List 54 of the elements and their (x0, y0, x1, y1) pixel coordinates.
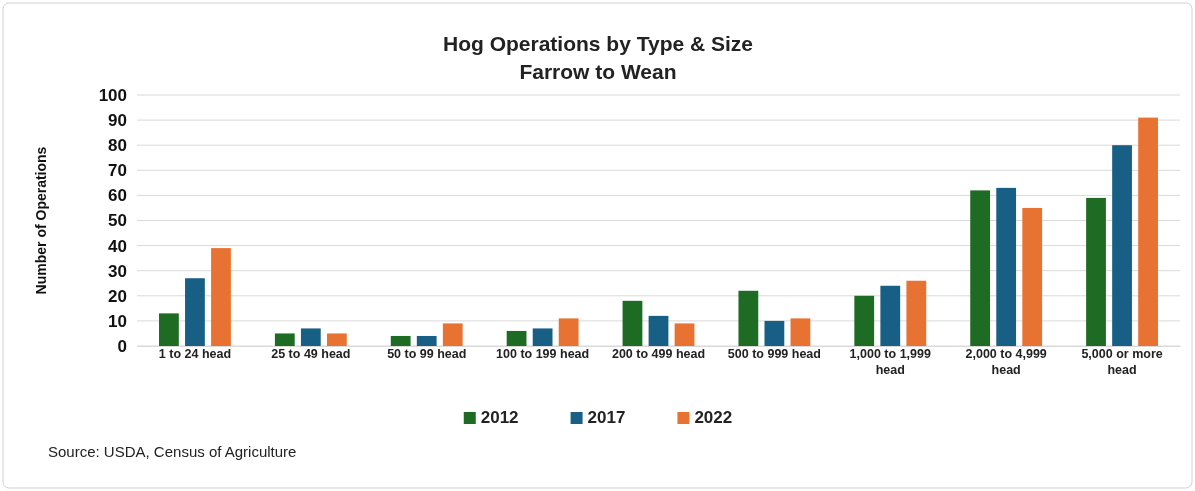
bar (558, 318, 579, 346)
y-tick-label: 50 (108, 211, 127, 231)
y-tick-label: 20 (108, 286, 127, 306)
bar (906, 280, 927, 346)
bar (854, 295, 875, 346)
x-tick-label: 5,000 or more head (1081, 347, 1163, 378)
y-tick-label: 100 (98, 85, 127, 105)
bar (764, 320, 785, 346)
y-tick-label: 60 (108, 186, 127, 206)
bar (1112, 145, 1132, 346)
legend-label: 2022 (694, 408, 733, 427)
bar (970, 190, 991, 346)
bar (416, 335, 437, 346)
bar (442, 323, 463, 346)
bar (648, 315, 669, 346)
bar (1086, 197, 1106, 346)
y-tick-label: 10 (108, 311, 127, 331)
bar (996, 187, 1017, 346)
y-tick-label: 0 (117, 336, 127, 356)
x-tick-label: 500 to 999 head (727, 347, 821, 361)
y-axis-title: Number of Operations (33, 146, 49, 295)
bar (326, 333, 347, 346)
x-tick-label: 2,000 to 4,999 head (965, 347, 1047, 378)
bar (185, 278, 205, 346)
bar (211, 248, 231, 346)
legend-label: 2012 (480, 408, 519, 427)
bar (790, 318, 811, 346)
bar (1022, 207, 1043, 346)
y-tick-label: 40 (108, 236, 127, 256)
bar (274, 333, 295, 346)
bar (674, 323, 695, 346)
y-tick-label: 70 (108, 161, 127, 181)
bar (738, 290, 759, 346)
bar (1138, 117, 1158, 346)
chart-title: Hog Operations by Type & Size (443, 32, 753, 55)
x-tick-label: 1 to 24 head (158, 347, 232, 361)
x-tick-label: 200 to 499 head (611, 347, 706, 361)
x-tick-label: 25 to 49 head (271, 347, 351, 361)
y-tick-label: 30 (108, 261, 127, 281)
bar (622, 300, 643, 346)
bar (506, 330, 527, 346)
bar (390, 335, 411, 346)
y-tick-label: 90 (108, 111, 127, 131)
bar (880, 285, 901, 346)
bar (300, 328, 321, 346)
legend-label: 2017 (587, 408, 626, 427)
x-tick-label: 1,000 to 1,999 head (849, 347, 931, 378)
x-tick-label: 100 to 199 head (496, 347, 590, 361)
y-tick-label: 80 (108, 136, 127, 156)
bar (159, 313, 179, 346)
x-tick-label: 50 to 99 head (387, 347, 467, 361)
bar (532, 328, 553, 346)
source-note: Source: USDA, Census of Agriculture (48, 443, 297, 460)
chart-subtitle: Farrow to Wean (519, 60, 677, 83)
